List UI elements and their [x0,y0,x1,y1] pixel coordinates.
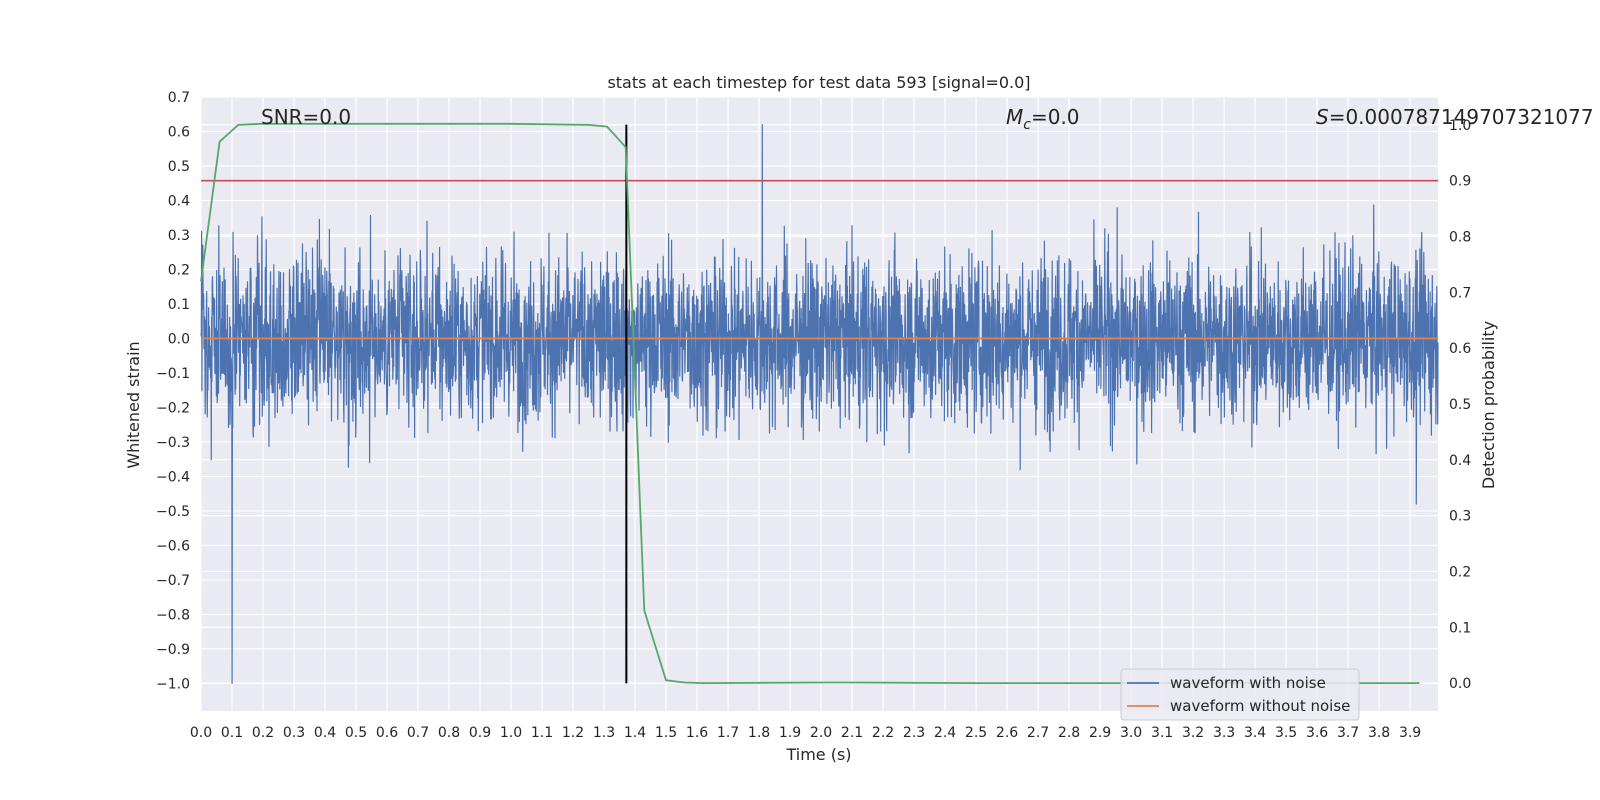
snr-annotation: SNR=0.0 [261,105,351,129]
x-tick-label: 1.6 [686,725,708,741]
x-tick-label: 2.6 [996,725,1018,741]
legend-label-noisy: waveform with noise [1170,674,1326,692]
y2-tick-label: 0.3 [1449,509,1471,525]
x-tick-label: 3.6 [1306,725,1328,741]
x-tick-label: 3.2 [1182,725,1204,741]
x-tick-label: 3.5 [1275,725,1297,741]
y-tick-label: 0.1 [168,297,190,313]
chirp-mass-annotation: Mc=0.0 [1006,105,1080,133]
y-tick-label: 0.5 [168,159,190,175]
y-tick-label: −0.3 [156,435,190,451]
legend-label-clean: waveform without noise [1170,697,1350,715]
y2-axis-ticks: 1.0 0.9 0.8 0.7 0.6 0.5 0.4 0.3 0.2 0.1 0.0 [1449,118,1471,692]
y-tick-label: −0.4 [156,469,190,485]
y2-tick-label: 1.0 [1449,118,1471,134]
s-annotation: S=0.000787149707321077 [1316,105,1594,129]
y-axis-ticks: 0.7 0.6 0.5 0.4 0.3 0.2 0.1 0.0 −0.1 −0.2 −0.3 −0.4… [156,90,190,692]
x-tick-label: 2.0 [810,725,832,741]
x-tick-label: 2.2 [872,725,894,741]
x-tick-label: 3.4 [1244,725,1266,741]
x-tick-label: 2.9 [1089,725,1111,741]
y-axis-label: Whitened strain [124,341,143,468]
x-tick-label: 2.8 [1058,725,1080,741]
x-tick-label: 3.8 [1368,725,1390,741]
x-tick-label: 0.8 [438,725,460,741]
y2-tick-label: 0.9 [1449,174,1471,190]
x-tick-label: 2.7 [1027,725,1049,741]
x-tick-label: 3.3 [1213,725,1235,741]
x-tick-label: 0.0 [190,725,212,741]
y2-tick-label: 0.7 [1449,285,1471,301]
y-tick-label: −0.8 [156,607,190,623]
x-axis-ticks: 0.0 0.1 0.2 0.3 0.4 0.5 0.6 0.7 0.8 0.9 1.0 1.1 1.2 1… [190,725,1421,741]
x-tick-label: 2.1 [841,725,863,741]
chart-title: stats at each timestep for test data 593… [607,73,1030,92]
s-value: =0.000787149707321077 [1329,105,1594,129]
y2-tick-label: 0.6 [1449,341,1471,357]
x-tick-label: 3.7 [1337,725,1359,741]
y-tick-label: −0.5 [156,504,190,520]
series-layer [200,122,1439,685]
y-tick-label: 0.3 [168,228,190,244]
s-symbol: S [1316,105,1329,129]
y-tick-label: 0.7 [168,90,190,106]
y2-tick-label: 0.2 [1449,564,1471,580]
chirp-mass-value: =0.0 [1031,105,1080,129]
y2-axis-label: Detection probability [1479,321,1498,489]
legend-box [1120,668,1360,721]
x-tick-label: 0.7 [407,725,429,741]
x-tick-label: 0.1 [221,725,243,741]
y-tick-label: −1.0 [156,676,190,692]
legend: waveform with noise waveform without noi… [1120,668,1360,721]
series-waveform-with-noise [200,124,1439,684]
x-tick-label: 1.9 [779,725,801,741]
x-tick-label: 0.5 [345,725,367,741]
x-tick-label: 0.2 [252,725,274,741]
x-tick-label: 0.6 [376,725,398,741]
x-tick-label: 0.4 [314,725,336,741]
y2-tick-label: 0.0 [1449,676,1471,692]
x-tick-label: 1.1 [531,725,553,741]
y-tick-label: 0.2 [168,262,190,278]
y-tick-label: −0.1 [156,366,190,382]
y2-tick-label: 0.8 [1449,230,1471,246]
x-tick-label: 1.7 [717,725,739,741]
x-tick-label: 1.3 [593,725,615,741]
y-tick-label: −0.6 [156,538,190,554]
y-tick-label: 0.6 [168,124,190,140]
y2-tick-label: 0.4 [1449,453,1471,469]
series-detection-probability [200,122,1420,685]
x-tick-label: 1.5 [655,725,677,741]
x-tick-label: 0.3 [283,725,305,741]
y2-tick-label: 0.1 [1449,620,1471,636]
x-tick-label: 3.0 [1120,725,1142,741]
x-tick-label: 1.4 [624,725,646,741]
y-tick-label: 0.4 [168,193,190,209]
y-tick-label: −0.7 [156,573,190,589]
x-tick-label: 2.4 [934,725,956,741]
x-tick-label: 3.1 [1151,725,1173,741]
x-tick-label: 2.3 [903,725,925,741]
chirp-mass-symbol: M [1006,105,1023,129]
y-tick-label: 0.0 [168,331,190,347]
x-tick-label: 3.9 [1399,725,1421,741]
y2-tick-label: 0.5 [1449,397,1471,413]
x-axis-label: Time (s) [785,745,851,764]
y-tick-label: −0.9 [156,642,190,658]
y-tick-label: −0.2 [156,400,190,416]
x-tick-label: 1.8 [748,725,770,741]
x-tick-label: 1.2 [562,725,584,741]
x-tick-label: 1.0 [500,725,522,741]
chirp-mass-subscript: c [1023,117,1031,133]
x-tick-label: 2.5 [965,725,987,741]
x-tick-label: 0.9 [469,725,491,741]
